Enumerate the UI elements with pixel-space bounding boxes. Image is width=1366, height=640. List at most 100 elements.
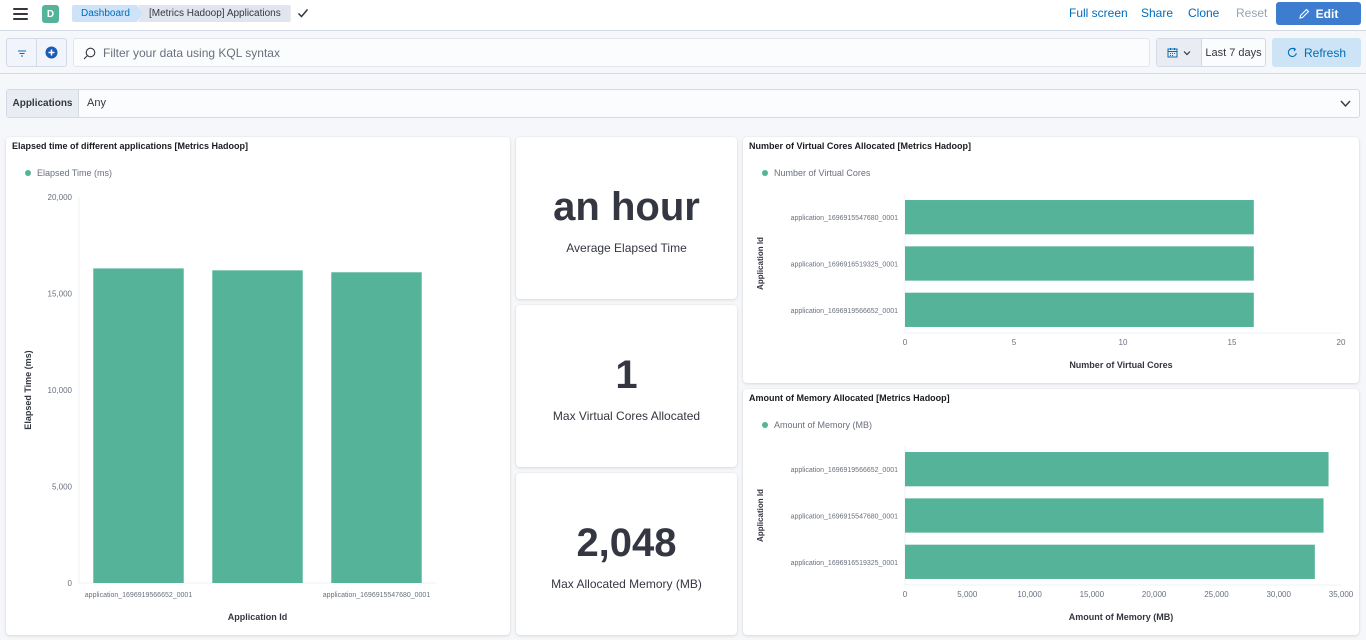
y-tick-label: application_1696919566652_0001 — [791, 467, 899, 474]
legend-dot — [762, 170, 768, 176]
y-axis-title: Application Id — [756, 237, 765, 290]
x-tick-label: application_1696915547680_0001 — [323, 592, 431, 599]
metric-max-memory: 2,048 Max Allocated Memory (MB) — [516, 473, 737, 635]
breadcrumb-current: [Metrics Hadoop] Applications — [138, 5, 291, 22]
pencil-icon — [1298, 8, 1309, 19]
legend[interactable]: Amount of Memory (MB) — [762, 420, 872, 430]
full-screen-link[interactable]: Full screen — [1069, 6, 1128, 20]
x-tick-label: 15,000 — [1080, 590, 1105, 599]
filter-icon — [17, 50, 26, 56]
edit-button-label: Edit — [1315, 6, 1339, 21]
virtual-cores-panel: Number of Virtual Cores Allocated [Metri… — [743, 137, 1359, 383]
date-range-label[interactable]: Last 7 days — [1205, 46, 1262, 59]
applications-control[interactable]: Applications Any — [6, 89, 1360, 118]
x-tick-label: 10 — [1119, 338, 1128, 347]
bar — [905, 200, 1254, 235]
y-tick-label: 10,000 — [48, 386, 73, 395]
metric-max-cores: 1 Max Virtual Cores Allocated — [516, 305, 737, 467]
clone-link[interactable]: Clone — [1188, 6, 1220, 20]
y-tick-label: application_1696916519325_0001 — [791, 560, 899, 567]
top-header: D Dashboard [Metrics Hadoop] Application… — [0, 0, 1366, 31]
x-axis-title: Amount of Memory (MB) — [1069, 612, 1174, 622]
plus-circle-icon — [45, 46, 58, 59]
legend[interactable]: Number of Virtual Cores — [762, 168, 870, 178]
control-value: Any — [87, 97, 106, 109]
bar — [905, 452, 1329, 487]
bar — [905, 498, 1324, 533]
legend-label: Number of Virtual Cores — [774, 168, 871, 178]
space-avatar[interactable]: D — [42, 5, 59, 23]
x-axis-title: Application Id — [228, 612, 288, 622]
x-tick-label: 5 — [1012, 338, 1017, 347]
x-tick-label: 10,000 — [1017, 590, 1042, 599]
bar — [93, 268, 184, 583]
x-tick-label: 20 — [1337, 338, 1346, 347]
filter-button-group — [6, 38, 67, 67]
metric-value: 2,048 — [576, 521, 677, 565]
bar — [212, 270, 303, 583]
search-icon — [83, 47, 96, 60]
y-tick-label: application_1696915547680_0001 — [791, 215, 899, 222]
bar — [905, 544, 1315, 579]
filter-options-button[interactable] — [7, 39, 37, 66]
y-tick-label: 15,000 — [48, 290, 73, 299]
x-tick-label: application_1696919566652_0001 — [85, 592, 193, 599]
x-tick-label: 20,000 — [1142, 590, 1167, 599]
metric-label: Average Elapsed Time — [566, 241, 687, 255]
memory-panel: Amount of Memory Allocated [Metrics Hado… — [743, 389, 1359, 635]
panel-title: Elapsed time of different applications [… — [12, 141, 249, 151]
search-box — [73, 38, 1150, 67]
panel-title: Number of Virtual Cores Allocated [Metri… — [749, 141, 972, 151]
date-picker: Last 7 days — [1156, 38, 1266, 67]
x-tick-label: 30,000 — [1266, 590, 1291, 599]
control-label: Applications — [7, 90, 79, 117]
bar — [905, 292, 1254, 327]
x-axis-title: Number of Virtual Cores — [1069, 360, 1172, 370]
date-quick-select-button[interactable] — [1157, 39, 1202, 66]
y-axis-title: Application Id — [756, 489, 765, 542]
legend-dot — [25, 170, 31, 176]
bar — [905, 246, 1254, 281]
legend-label: Elapsed Time (ms) — [37, 168, 113, 178]
x-tick-label: 25,000 — [1204, 590, 1229, 599]
y-tick-label: application_1696919566652_0001 — [791, 308, 899, 315]
memory-chart: 0 5,000 10,000 15,000 20,000 25,000 30,000 35,0… — [756, 446, 1354, 622]
legend[interactable]: Elapsed Time (ms) — [25, 168, 112, 178]
x-tick-label: 15 — [1228, 338, 1237, 347]
y-tick-label: 5,000 — [52, 483, 73, 492]
divider — [0, 73, 1366, 74]
metric-label: Max Virtual Cores Allocated — [552, 409, 701, 423]
y-tick-label: application_1696916519325_0001 — [791, 262, 899, 269]
breadcrumb-dashboard[interactable]: Dashboard — [72, 5, 144, 22]
elapsed-time-panel: Elapsed time of different applications [… — [6, 137, 510, 635]
y-tick-label: application_1696915547680_0001 — [791, 514, 899, 521]
legend-dot — [762, 422, 768, 428]
metric-label: Max Allocated Memory (MB) — [551, 577, 702, 591]
x-tick-label: 0 — [903, 338, 908, 347]
add-filter-button[interactable] — [37, 39, 66, 66]
share-link[interactable]: Share — [1141, 6, 1174, 20]
check-icon[interactable] — [297, 7, 309, 19]
chevron-down-icon — [1183, 50, 1191, 55]
metric-value: 1 — [615, 353, 638, 397]
menu-icon[interactable] — [13, 8, 28, 20]
edit-button[interactable]: Edit — [1276, 2, 1361, 25]
virtual-cores-chart: 0 5 10 15 20 application_1696915547680_0001ap… — [756, 194, 1346, 370]
y-tick-label: 20,000 — [48, 193, 73, 202]
x-tick-label: 5,000 — [957, 590, 978, 599]
panel-title: Amount of Memory Allocated [Metrics Hado… — [749, 393, 950, 403]
bar — [331, 272, 422, 583]
refresh-icon — [1287, 47, 1297, 57]
x-tick-label: 35,000 — [1329, 590, 1354, 599]
calendar-icon — [1167, 48, 1178, 58]
refresh-button[interactable]: Refresh — [1272, 38, 1361, 67]
search-input[interactable] — [103, 39, 1143, 66]
metric-value: an hour — [553, 185, 700, 229]
metric-average-elapsed: an hour Average Elapsed Time — [516, 137, 737, 299]
legend-label: Amount of Memory (MB) — [774, 420, 873, 430]
reset-link[interactable]: Reset — [1236, 6, 1268, 20]
x-tick-label: 0 — [903, 590, 908, 599]
elapsed-time-chart: 0 5,000 10,000 15,000 20,000 application_1696… — [23, 193, 436, 622]
refresh-button-label: Refresh — [1303, 45, 1347, 60]
chevron-down-icon[interactable] — [1340, 99, 1351, 108]
